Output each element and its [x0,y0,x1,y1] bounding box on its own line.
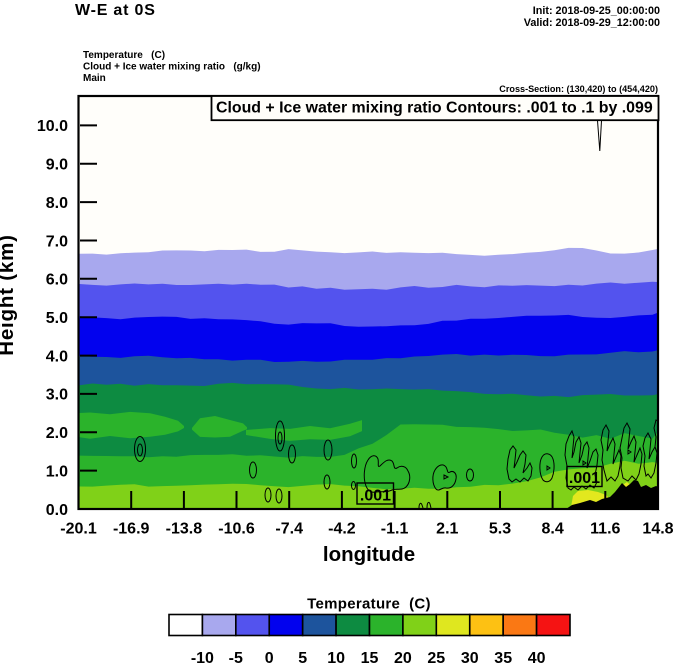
svg-text:-7.4: -7.4 [275,520,303,537]
svg-text:40: 40 [528,650,546,667]
svg-text:7.0: 7.0 [46,233,68,250]
svg-text:Temperature (C): Temperature (C) [307,595,431,612]
svg-text:3.0: 3.0 [46,387,68,404]
svg-text:20: 20 [394,650,412,667]
svg-text:Init: 2018-09-25_00:00:00: Init: 2018-09-25_00:00:00 [533,5,660,17]
svg-text:11.6: 11.6 [590,520,620,537]
svg-text:25: 25 [427,650,445,667]
svg-text:5: 5 [298,650,307,667]
svg-text:.001: .001 [569,470,600,487]
svg-text:W-E at 0S: W-E at 0S [75,2,156,19]
svg-text:5.0: 5.0 [46,310,68,327]
svg-text:10.0: 10.0 [37,118,68,135]
svg-text:Temperature (C): Temperature (C) [83,50,165,61]
svg-text:14.8: 14.8 [642,520,673,537]
svg-text:Cloud + Ice water mixing ratio: Cloud + Ice water mixing ratio Contours:… [216,100,653,117]
svg-text:30: 30 [461,650,479,667]
svg-text:15: 15 [361,650,379,667]
svg-text:0.0: 0.0 [46,502,68,519]
svg-text:longitude: longitude [323,543,415,566]
svg-text:Valid: 2018-09-29_12:00:00: Valid: 2018-09-29_12:00:00 [524,17,660,29]
svg-text:-10.6: -10.6 [218,520,255,537]
svg-text:1.0: 1.0 [46,463,68,480]
svg-text:-20.1: -20.1 [60,520,97,537]
svg-text:.001: .001 [360,488,391,505]
svg-text:10: 10 [327,650,345,667]
svg-text:35: 35 [494,650,512,667]
svg-text:6.0: 6.0 [46,272,68,289]
svg-text:2.1: 2.1 [436,520,458,537]
svg-text:4.0: 4.0 [46,348,68,365]
svg-text:-1.1: -1.1 [381,520,409,537]
svg-text:0: 0 [265,650,274,667]
svg-text:Cross-Section: (130,420) to (4: Cross-Section: (130,420) to (454,420) [499,84,658,94]
svg-text:Height (km): Height (km) [0,234,18,356]
svg-text:8.0: 8.0 [46,195,68,212]
svg-text:-10: -10 [191,650,214,667]
svg-text:Cloud + Ice water mixing ratio: Cloud + Ice water mixing ratio (g/kg) [83,62,261,73]
svg-text:-4.2: -4.2 [328,520,356,537]
svg-text:8.4: 8.4 [541,520,563,537]
svg-text:9.0: 9.0 [46,157,68,174]
svg-text:-13.8: -13.8 [166,520,203,537]
svg-text:Main: Main [83,73,106,84]
svg-text:-5: -5 [229,650,243,667]
svg-text:2.0: 2.0 [46,425,68,442]
svg-text:5.3: 5.3 [489,520,511,537]
svg-text:-16.9: -16.9 [113,520,150,537]
